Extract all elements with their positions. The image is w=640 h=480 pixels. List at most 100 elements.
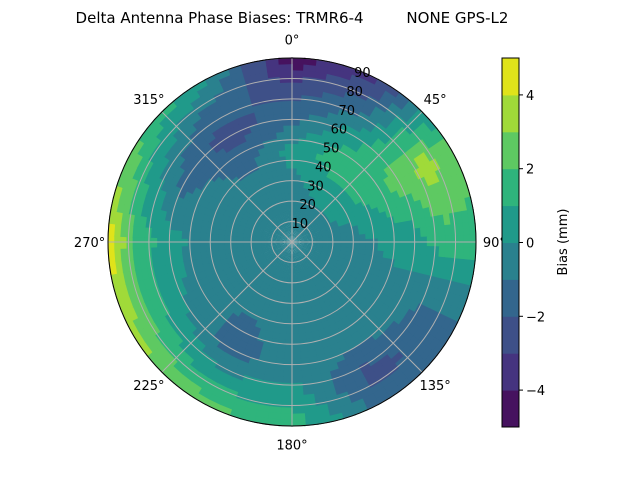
contour-cell — [365, 233, 373, 240]
contour-cell — [277, 263, 283, 271]
contour-cell — [270, 144, 280, 153]
r-tick-label: 10 — [292, 217, 309, 232]
contour-cell — [280, 218, 285, 226]
contour-cell — [273, 244, 281, 248]
contour-cell — [418, 254, 427, 267]
contour-cell — [281, 265, 286, 273]
contour-cell — [138, 246, 146, 259]
contour-cell — [277, 174, 284, 183]
contour-cell — [358, 387, 374, 400]
contour-cell — [297, 149, 306, 158]
contour-cell — [279, 237, 287, 241]
contour-cell — [408, 170, 420, 184]
contour-cell — [303, 325, 312, 334]
contour-cell — [213, 259, 223, 268]
contour-cell — [223, 234, 232, 241]
contour-cell — [419, 164, 431, 179]
contour-cell — [242, 236, 250, 241]
contour-cell — [334, 236, 342, 241]
contour-cell — [293, 247, 297, 255]
contour-cell — [211, 233, 219, 240]
contour-cell — [262, 216, 270, 224]
contour-cell — [293, 247, 296, 255]
contour-cell — [224, 112, 238, 124]
contour-cell — [181, 229, 189, 239]
contour-cell — [321, 247, 329, 252]
contour-cell — [333, 87, 348, 99]
contour-cell — [291, 272, 295, 280]
contour-cell — [291, 112, 302, 120]
contour-cell — [345, 226, 354, 233]
contour-cell — [194, 257, 203, 267]
contour-cell — [327, 214, 336, 221]
contour-cell — [311, 278, 319, 286]
contour-cell — [277, 143, 287, 151]
contour-cell — [138, 127, 153, 144]
chart-title: Delta Antenna Phase Biases: TRMR6-4 NONE… — [76, 9, 509, 27]
colorbar-band — [502, 131, 519, 170]
contour-cell — [291, 57, 306, 65]
contour-cell — [438, 330, 453, 347]
contour-cell — [303, 194, 310, 202]
contour-cell — [136, 278, 147, 293]
contour-cell — [358, 84, 374, 97]
contour-cell — [182, 259, 191, 270]
contour-cell — [375, 256, 384, 265]
contour-cell — [112, 184, 124, 200]
contour-cell — [279, 243, 287, 246]
contour-cell — [303, 236, 311, 240]
contour-cell — [284, 253, 288, 260]
contour-cell — [206, 100, 221, 113]
contour-cell — [264, 254, 272, 260]
contour-cell — [313, 270, 321, 278]
contour-cell — [261, 208, 269, 216]
contour-cell — [276, 230, 283, 236]
contour-cell — [288, 278, 293, 286]
contour-cell — [424, 216, 433, 229]
contour-cell — [305, 131, 316, 141]
contour-cell — [268, 196, 275, 205]
contour-cell — [187, 230, 195, 240]
contour-cell — [342, 175, 353, 185]
contour-cell — [181, 252, 190, 262]
contour-cell — [287, 253, 291, 261]
contour-cell — [265, 198, 273, 206]
contour-cell — [295, 180, 301, 188]
contour-cell — [350, 290, 361, 301]
contour-cell — [271, 375, 284, 384]
contour-cell — [317, 257, 325, 264]
contour-cell — [299, 250, 306, 257]
contour-cell — [297, 243, 305, 247]
contour-cell — [328, 61, 344, 72]
contour-cell — [274, 246, 282, 251]
contour-cell — [280, 236, 287, 240]
contour-cell — [274, 118, 285, 127]
contour-cell — [351, 101, 365, 113]
contour-cell — [281, 192, 287, 201]
contour-cell — [259, 220, 267, 227]
contour-cell — [293, 253, 297, 261]
contour-cell — [284, 217, 289, 225]
contour-cell — [145, 286, 156, 301]
contour-cell — [334, 243, 342, 248]
contour-cell — [182, 385, 199, 400]
contour-cell — [286, 229, 290, 237]
contour-cell — [281, 245, 288, 250]
contour-cell — [187, 223, 196, 233]
contour-cell — [274, 269, 280, 277]
contour-cell — [163, 254, 172, 266]
r-tick-label: 50 — [323, 142, 340, 157]
contour-cell — [241, 125, 253, 136]
contour-cell — [242, 246, 250, 251]
contour-cell — [268, 131, 279, 141]
r-tick-label: 20 — [299, 198, 316, 213]
contour-cell — [413, 155, 426, 170]
contour-cell — [285, 230, 290, 237]
contour-cell — [271, 226, 278, 232]
contour-cell — [322, 237, 330, 242]
contour-cell — [268, 76, 282, 85]
contour-cell — [401, 364, 417, 380]
contour-cell — [297, 333, 307, 341]
contour-cell — [174, 229, 183, 239]
contour-cell — [230, 247, 238, 254]
